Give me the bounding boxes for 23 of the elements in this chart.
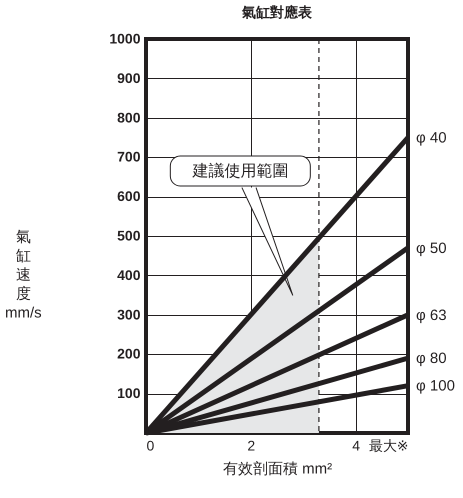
y-tick-label: 800 <box>117 109 141 126</box>
series-label: φ 50 <box>416 240 447 257</box>
y-tick-label: 700 <box>117 148 141 165</box>
x-tick-label: 4 <box>352 438 360 454</box>
x-tick-label: 0 <box>146 438 154 454</box>
series-label: φ 100 <box>416 378 455 395</box>
y-tick-label: 100 <box>117 385 141 402</box>
series-label: φ 63 <box>416 306 447 324</box>
series-label: φ 40 <box>416 130 447 146</box>
x-tick-label: 最大※ <box>368 438 408 454</box>
annotation: 建議使用範圍 <box>191 162 288 180</box>
x-tick-label: 2 <box>247 438 256 454</box>
series-label: φ 80 <box>416 350 447 368</box>
y-tick-label: 600 <box>117 188 141 204</box>
y-tick-label: 500 <box>117 228 141 244</box>
x-axis-title: 有效剖面積 mm² <box>222 460 332 478</box>
y-axis-title: 氣缸速度 mm/s <box>5 228 42 322</box>
y-tick-label: 900 <box>117 70 141 86</box>
y-tick-label: 400 <box>117 266 141 283</box>
chart-title: 氣缸對應表 <box>241 4 313 20</box>
y-tick-label: 200 <box>117 346 141 362</box>
y-tick-label: 1000 <box>109 30 141 46</box>
y-tick-label: 300 <box>117 306 141 322</box>
